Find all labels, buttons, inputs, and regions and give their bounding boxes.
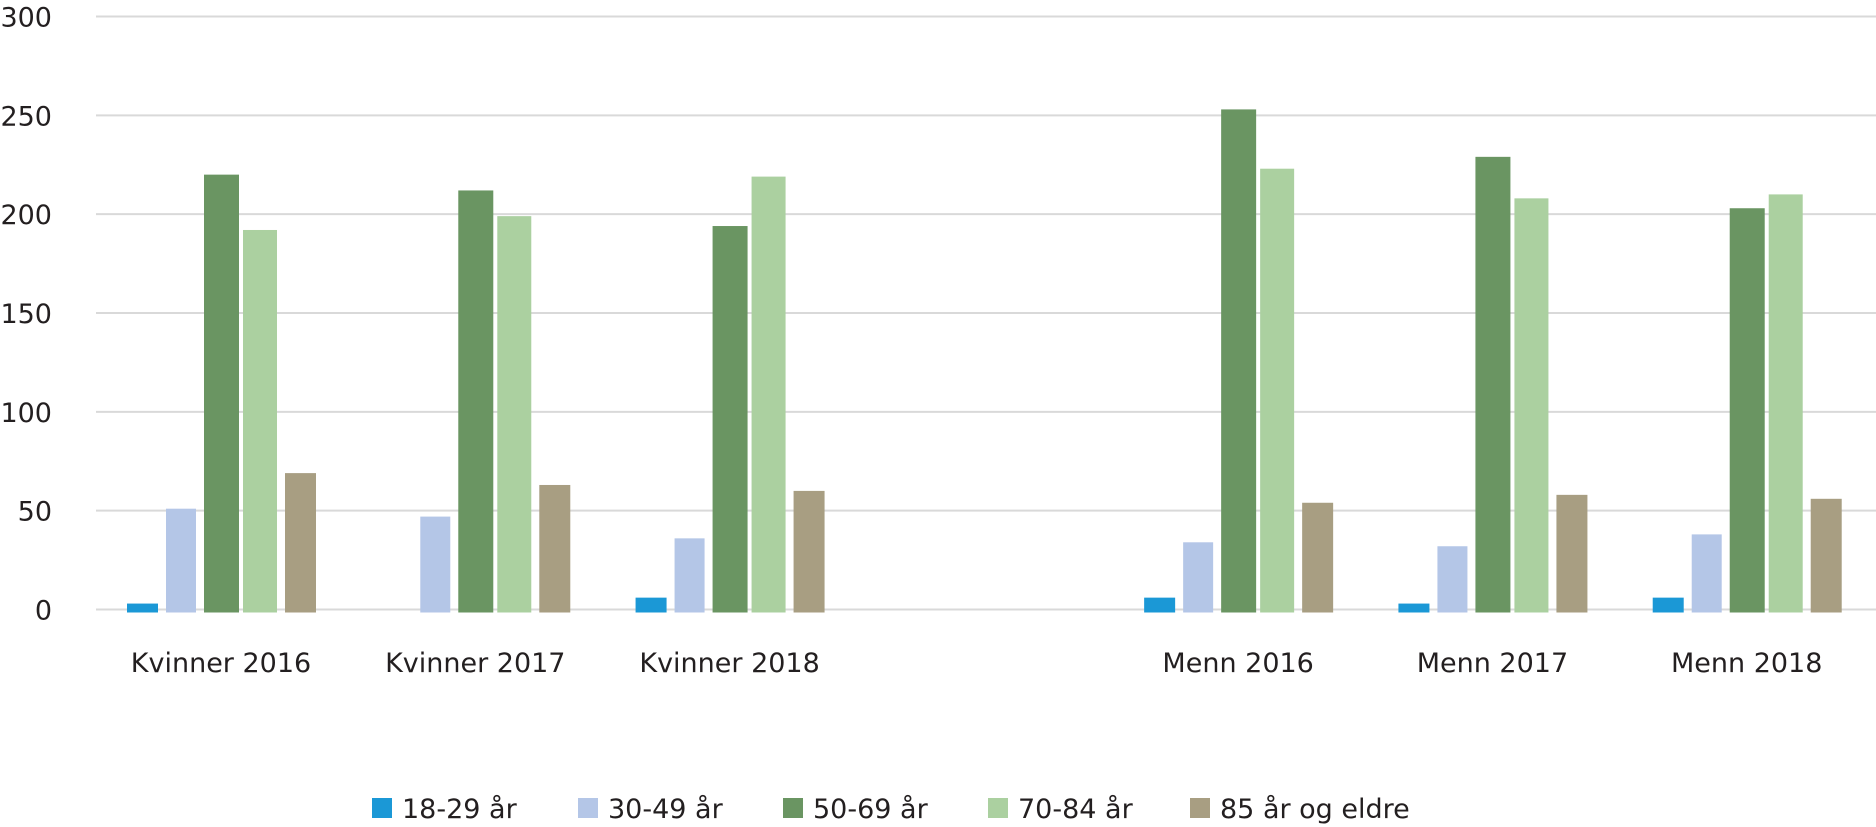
legend-item: 18-29 år <box>372 794 518 825</box>
legend-swatch <box>988 798 1008 818</box>
y-tick-label: 50 <box>18 497 52 528</box>
legend-item: 50-69 år <box>783 794 929 825</box>
bar-85-r-og-eldre-menn-2017 <box>1556 494 1588 613</box>
y-axis-ticks: 0 50 100 150 200 250 300 <box>0 3 52 627</box>
legend-item: 30-49 år <box>578 794 724 825</box>
legend-label: 30-49 år <box>608 794 724 825</box>
bar-30-49-r-menn-2016 <box>1183 542 1214 613</box>
bar-30-49-r-kvinner-2018 <box>674 538 705 613</box>
y-tick-label: 250 <box>0 101 52 132</box>
bar-70-84-r-menn-2018 <box>1768 194 1803 613</box>
x-axis-ticks: Kvinner 2016 Kvinner 2017 Kvinner 2018 Menn… <box>131 648 1823 679</box>
bar-18-29-r-menn-2017 <box>1398 603 1430 613</box>
legend-label: 85 år og eldre <box>1220 794 1410 825</box>
bar-18-29-r-kvinner-2018 <box>635 597 667 613</box>
legend-swatch <box>783 798 803 818</box>
x-tick-label: Menn 2017 <box>1417 648 1568 679</box>
bar-50-69-r-kvinner-2018 <box>712 226 748 613</box>
bar-85-r-og-eldre-menn-2016 <box>1302 502 1334 613</box>
bar-18-29-r-menn-2018 <box>1652 597 1684 613</box>
legend: 18-29 år 30-49 år 50-69 år 70-84 år 85 år og… <box>372 794 1410 825</box>
bar-85-r-og-eldre-kvinner-2017 <box>539 484 571 613</box>
x-tick-label: Menn 2016 <box>1162 648 1313 679</box>
bar-50-69-r-kvinner-2016 <box>204 174 239 613</box>
bar-18-29-r-menn-2016 <box>1144 597 1176 613</box>
legend-swatch <box>372 798 392 818</box>
x-tick-label: Menn 2018 <box>1671 648 1822 679</box>
bar-18-29-r-kvinner-2016 <box>127 603 158 613</box>
legend-label: 18-29 år <box>402 794 518 825</box>
bar-50-69-r-menn-2016 <box>1221 109 1257 613</box>
legend-swatch <box>578 798 598 818</box>
legend-label: 50-69 år <box>813 794 929 825</box>
legend-item: 70-84 år <box>988 794 1134 825</box>
bar-30-49-r-kvinner-2016 <box>166 508 196 613</box>
bar-30-49-r-kvinner-2017 <box>420 516 451 613</box>
bar-30-49-r-menn-2017 <box>1437 546 1468 613</box>
bar-70-84-r-menn-2017 <box>1514 198 1549 613</box>
x-tick-label: Kvinner 2016 <box>131 648 311 679</box>
legend-label: 70-84 år <box>1018 794 1134 825</box>
legend-item: 85 år og eldre <box>1190 794 1410 825</box>
bar-70-84-r-kvinner-2017 <box>497 216 532 613</box>
bar-85-r-og-eldre-menn-2018 <box>1810 498 1842 613</box>
bar-70-84-r-kvinner-2018 <box>751 176 786 613</box>
y-tick-label: 200 <box>0 200 52 231</box>
y-tick-label: 300 <box>0 3 52 34</box>
bar-50-69-r-menn-2018 <box>1729 208 1765 613</box>
y-tick-label: 150 <box>0 299 52 330</box>
legend-swatch <box>1190 798 1210 818</box>
gridlines <box>96 15 1876 611</box>
bar-85-r-og-eldre-kvinner-2018 <box>793 490 825 613</box>
y-tick-label: 0 <box>35 596 52 627</box>
bar-70-84-r-kvinner-2016 <box>243 229 277 613</box>
x-tick-label: Kvinner 2017 <box>385 648 565 679</box>
bar-85-r-og-eldre-kvinner-2016 <box>285 473 316 613</box>
bars <box>127 109 1842 613</box>
bar-50-69-r-menn-2017 <box>1475 156 1511 613</box>
y-tick-label: 100 <box>0 398 52 429</box>
bar-50-69-r-kvinner-2017 <box>458 190 494 613</box>
x-tick-label: Kvinner 2018 <box>639 648 819 679</box>
bar-30-49-r-menn-2018 <box>1691 534 1722 613</box>
bar-70-84-r-menn-2016 <box>1260 168 1295 613</box>
